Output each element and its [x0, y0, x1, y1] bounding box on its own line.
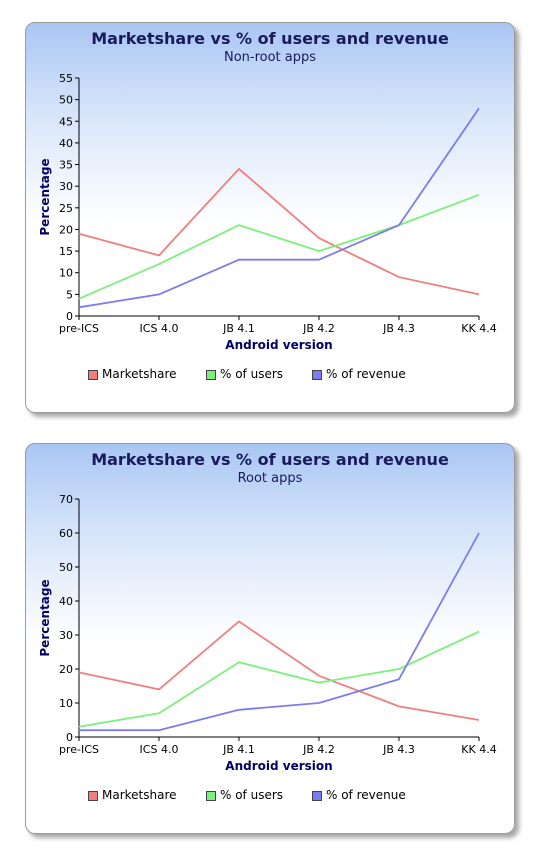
legend-swatch: [312, 791, 322, 801]
y-tick-label: 35: [59, 159, 73, 172]
y-tick-label: 10: [59, 697, 73, 710]
legend-label: Marketshare: [102, 788, 177, 802]
x-tick-label: ICS 4.0: [140, 322, 179, 335]
y-tick-label: 20: [59, 663, 73, 676]
line-chart-root: 0 10 20 30 40 50 60 70 pre-ICS ICS 4.0 JB 4.1 JB 4.…: [38, 493, 497, 773]
x-axis-title: Android version: [225, 759, 332, 773]
y-axis-title: Percentage: [38, 579, 52, 656]
series-line-marketshare: [78, 167, 480, 296]
y-tick-label: 10: [59, 267, 73, 280]
y-tick-label: 50: [59, 561, 73, 574]
y-tick-label: 70: [59, 493, 73, 506]
legend-label: % of users: [220, 367, 284, 381]
chart-title: Marketshare vs % of users and revenue: [91, 29, 449, 48]
y-tick-label: 45: [59, 115, 73, 128]
y-tick-label: 30: [59, 180, 73, 193]
y-tick-label: 15: [59, 245, 73, 258]
x-tick-label: JB 4.1: [222, 743, 255, 756]
legend-swatch: [88, 370, 98, 380]
y-tick-label: 40: [59, 137, 73, 150]
legend-label: Marketshare: [102, 367, 177, 381]
x-tick-label: JB 4.3: [382, 743, 415, 756]
legend-label: % of revenue: [326, 788, 406, 802]
legend-swatch: [206, 791, 216, 801]
legend-swatch: [88, 791, 98, 801]
chart-panel-non-root: Marketshare vs % of users and revenue No…: [25, 22, 515, 413]
series-line-of-users: [78, 630, 480, 728]
x-tick-label: JB 4.1: [222, 322, 255, 335]
y-tick-label: 50: [59, 94, 73, 107]
line-chart-non-root: 0 5 10 15 20 25 30 35 40 45 50 55 pre-ICS ICS 4.0 JB 4…: [38, 72, 497, 352]
legend-label: % of users: [220, 788, 284, 802]
x-axis-title: Android version: [225, 338, 332, 352]
legend-label: % of revenue: [326, 367, 406, 381]
y-tick-label: 25: [59, 202, 73, 215]
y-tick-label: 0: [66, 731, 73, 744]
x-tick-label: JB 4.3: [382, 322, 415, 335]
chart-legend: Marketshare % of users % of revenue: [88, 367, 488, 382]
y-tick-label: 60: [59, 527, 73, 540]
chart-panel-root: Marketshare vs % of users and revenue Ro…: [25, 443, 515, 834]
chart-subtitle: Root apps: [237, 471, 303, 486]
x-tick-label: KK 4.4: [461, 322, 496, 335]
y-tick-label: 40: [59, 595, 73, 608]
series-line-marketshare: [78, 620, 480, 721]
y-tick-label: 20: [59, 223, 73, 236]
series-line-of-revenue: [78, 107, 480, 309]
x-tick-label: pre-ICS: [59, 322, 99, 335]
y-axis-title: Percentage: [38, 158, 52, 235]
x-tick-label: JB 4.2: [302, 743, 335, 756]
y-tick-label: 55: [59, 72, 73, 85]
chart-subtitle: Non-root apps: [223, 50, 317, 65]
x-tick-label: pre-ICS: [59, 743, 99, 756]
chart-legend: Marketshare % of users % of revenue: [88, 788, 488, 803]
y-tick-label: 5: [66, 288, 73, 301]
x-tick-label: KK 4.4: [461, 743, 496, 756]
chart-title: Marketshare vs % of users and revenue: [91, 450, 449, 469]
y-tick-label: 30: [59, 629, 73, 642]
series-line-of-revenue: [79, 532, 480, 732]
x-tick-label: JB 4.2: [302, 322, 335, 335]
legend-swatch: [312, 370, 322, 380]
y-tick-label: 0: [66, 310, 73, 323]
series-line-of-users: [78, 193, 480, 300]
x-tick-label: ICS 4.0: [140, 743, 179, 756]
legend-swatch: [206, 370, 216, 380]
